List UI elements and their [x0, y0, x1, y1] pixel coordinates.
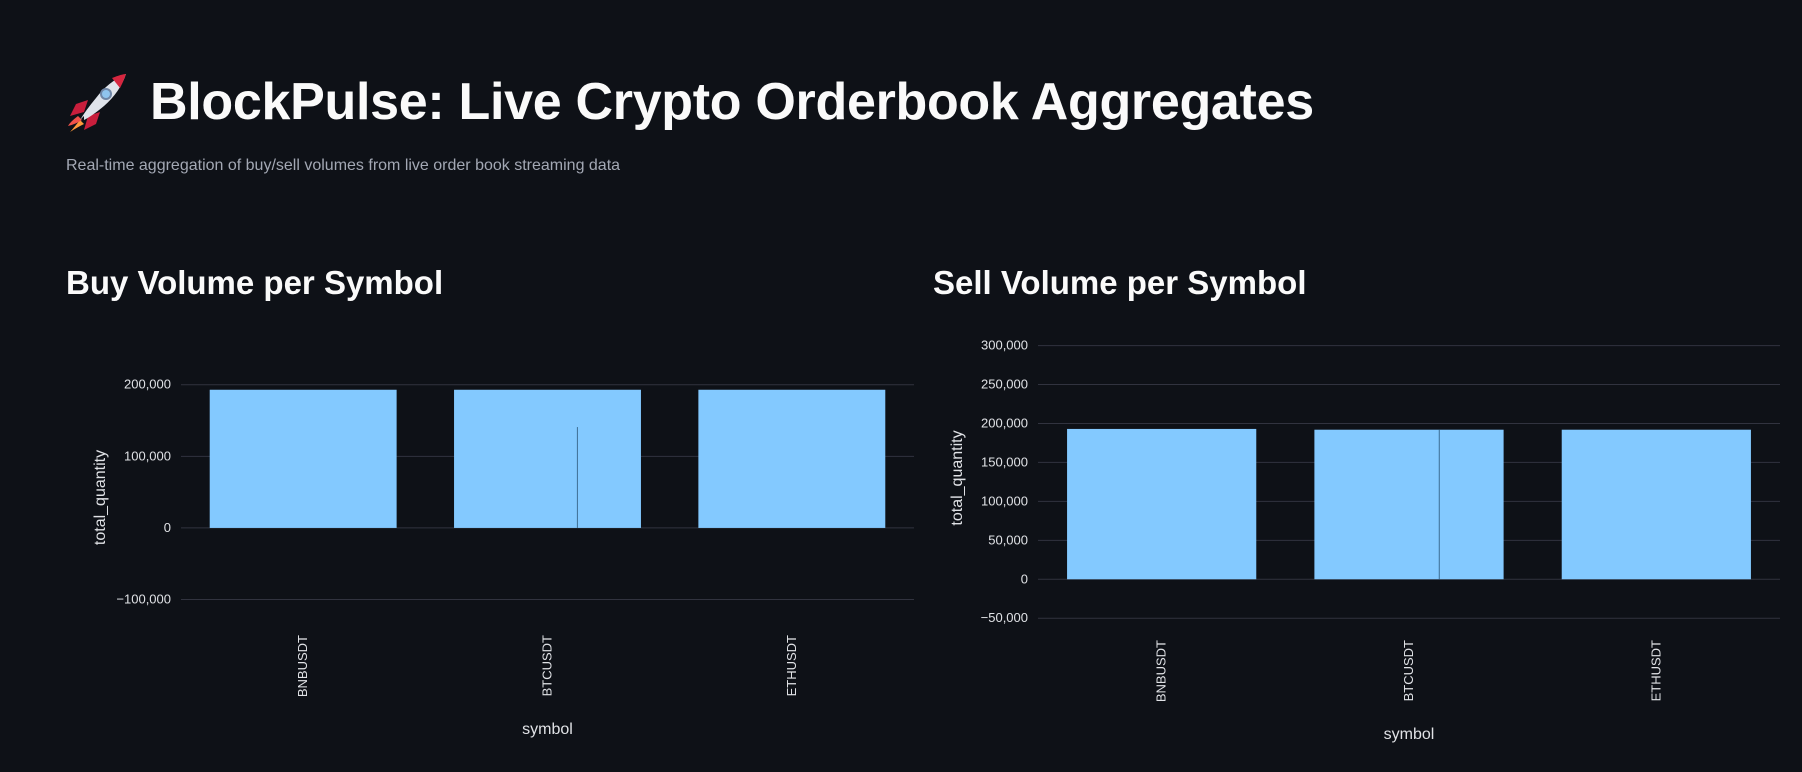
buy-y-tick-label: 0	[164, 520, 171, 535]
buy-y-axis-title: total_quantity	[92, 450, 109, 545]
page-subtitle: Real-time aggregation of buy/sell volume…	[66, 157, 621, 174]
buy-y-tick-label: 100,000	[124, 448, 171, 463]
buy-bar-btcusdt[interactable]	[454, 389, 641, 528]
sell-chart-title: Sell Volume per Symbol	[933, 264, 1307, 301]
buy-volume-chart: −100,000 0 100,000 200,000 BNBUSDT BTCUSDT ETH…	[92, 377, 914, 738]
sell-y-tick-label: 100,000	[981, 493, 1028, 508]
sell-bar-ethusdt[interactable]	[1561, 429, 1751, 580]
sell-bar-bnbusdt[interactable]	[1067, 428, 1257, 580]
sell-x-tick-label: BTCUSDT	[1401, 640, 1416, 701]
sell-y-tick-label: 300,000	[981, 338, 1028, 353]
buy-x-tick-label: BTCUSDT	[540, 635, 555, 696]
sell-bar-btcusdt[interactable]	[1314, 429, 1504, 580]
sell-y-tick-label: 0	[1021, 571, 1028, 586]
sell-y-tick-label: 250,000	[981, 377, 1028, 392]
sell-y-tick-label: 50,000	[988, 532, 1028, 547]
sell-y-tick-label: 150,000	[981, 454, 1028, 469]
sell-x-axis-title: symbol	[1384, 726, 1435, 743]
sell-x-tick-label: ETHUSDT	[1648, 640, 1663, 701]
sell-y-tick-label: 200,000	[981, 415, 1028, 430]
app-header: BlockPulse: Live Crypto Orderbook Aggreg…	[66, 66, 1314, 138]
buy-bar-ethusdt[interactable]	[698, 389, 886, 528]
sell-y-tick-label: −50,000	[981, 610, 1028, 625]
buy-bar-bnbusdt[interactable]	[209, 389, 397, 528]
buy-y-tick-label: 200,000	[124, 377, 171, 392]
page-title: BlockPulse: Live Crypto Orderbook Aggreg…	[150, 73, 1314, 131]
sell-x-tick-label: BNBUSDT	[1154, 640, 1169, 702]
buy-x-axis-title: symbol	[522, 721, 573, 738]
buy-chart-title: Buy Volume per Symbol	[66, 264, 444, 301]
rocket-icon	[68, 74, 126, 132]
buy-x-tick-label: ETHUSDT	[784, 635, 799, 696]
buy-x-tick-label: BNBUSDT	[295, 635, 310, 697]
sell-volume-chart: −50,000 0 50,000 100,000 150,000 200,000 250,0…	[949, 338, 1780, 743]
sell-y-axis-title: total_quantity	[949, 430, 966, 525]
buy-y-tick-label: −100,000	[116, 592, 171, 607]
